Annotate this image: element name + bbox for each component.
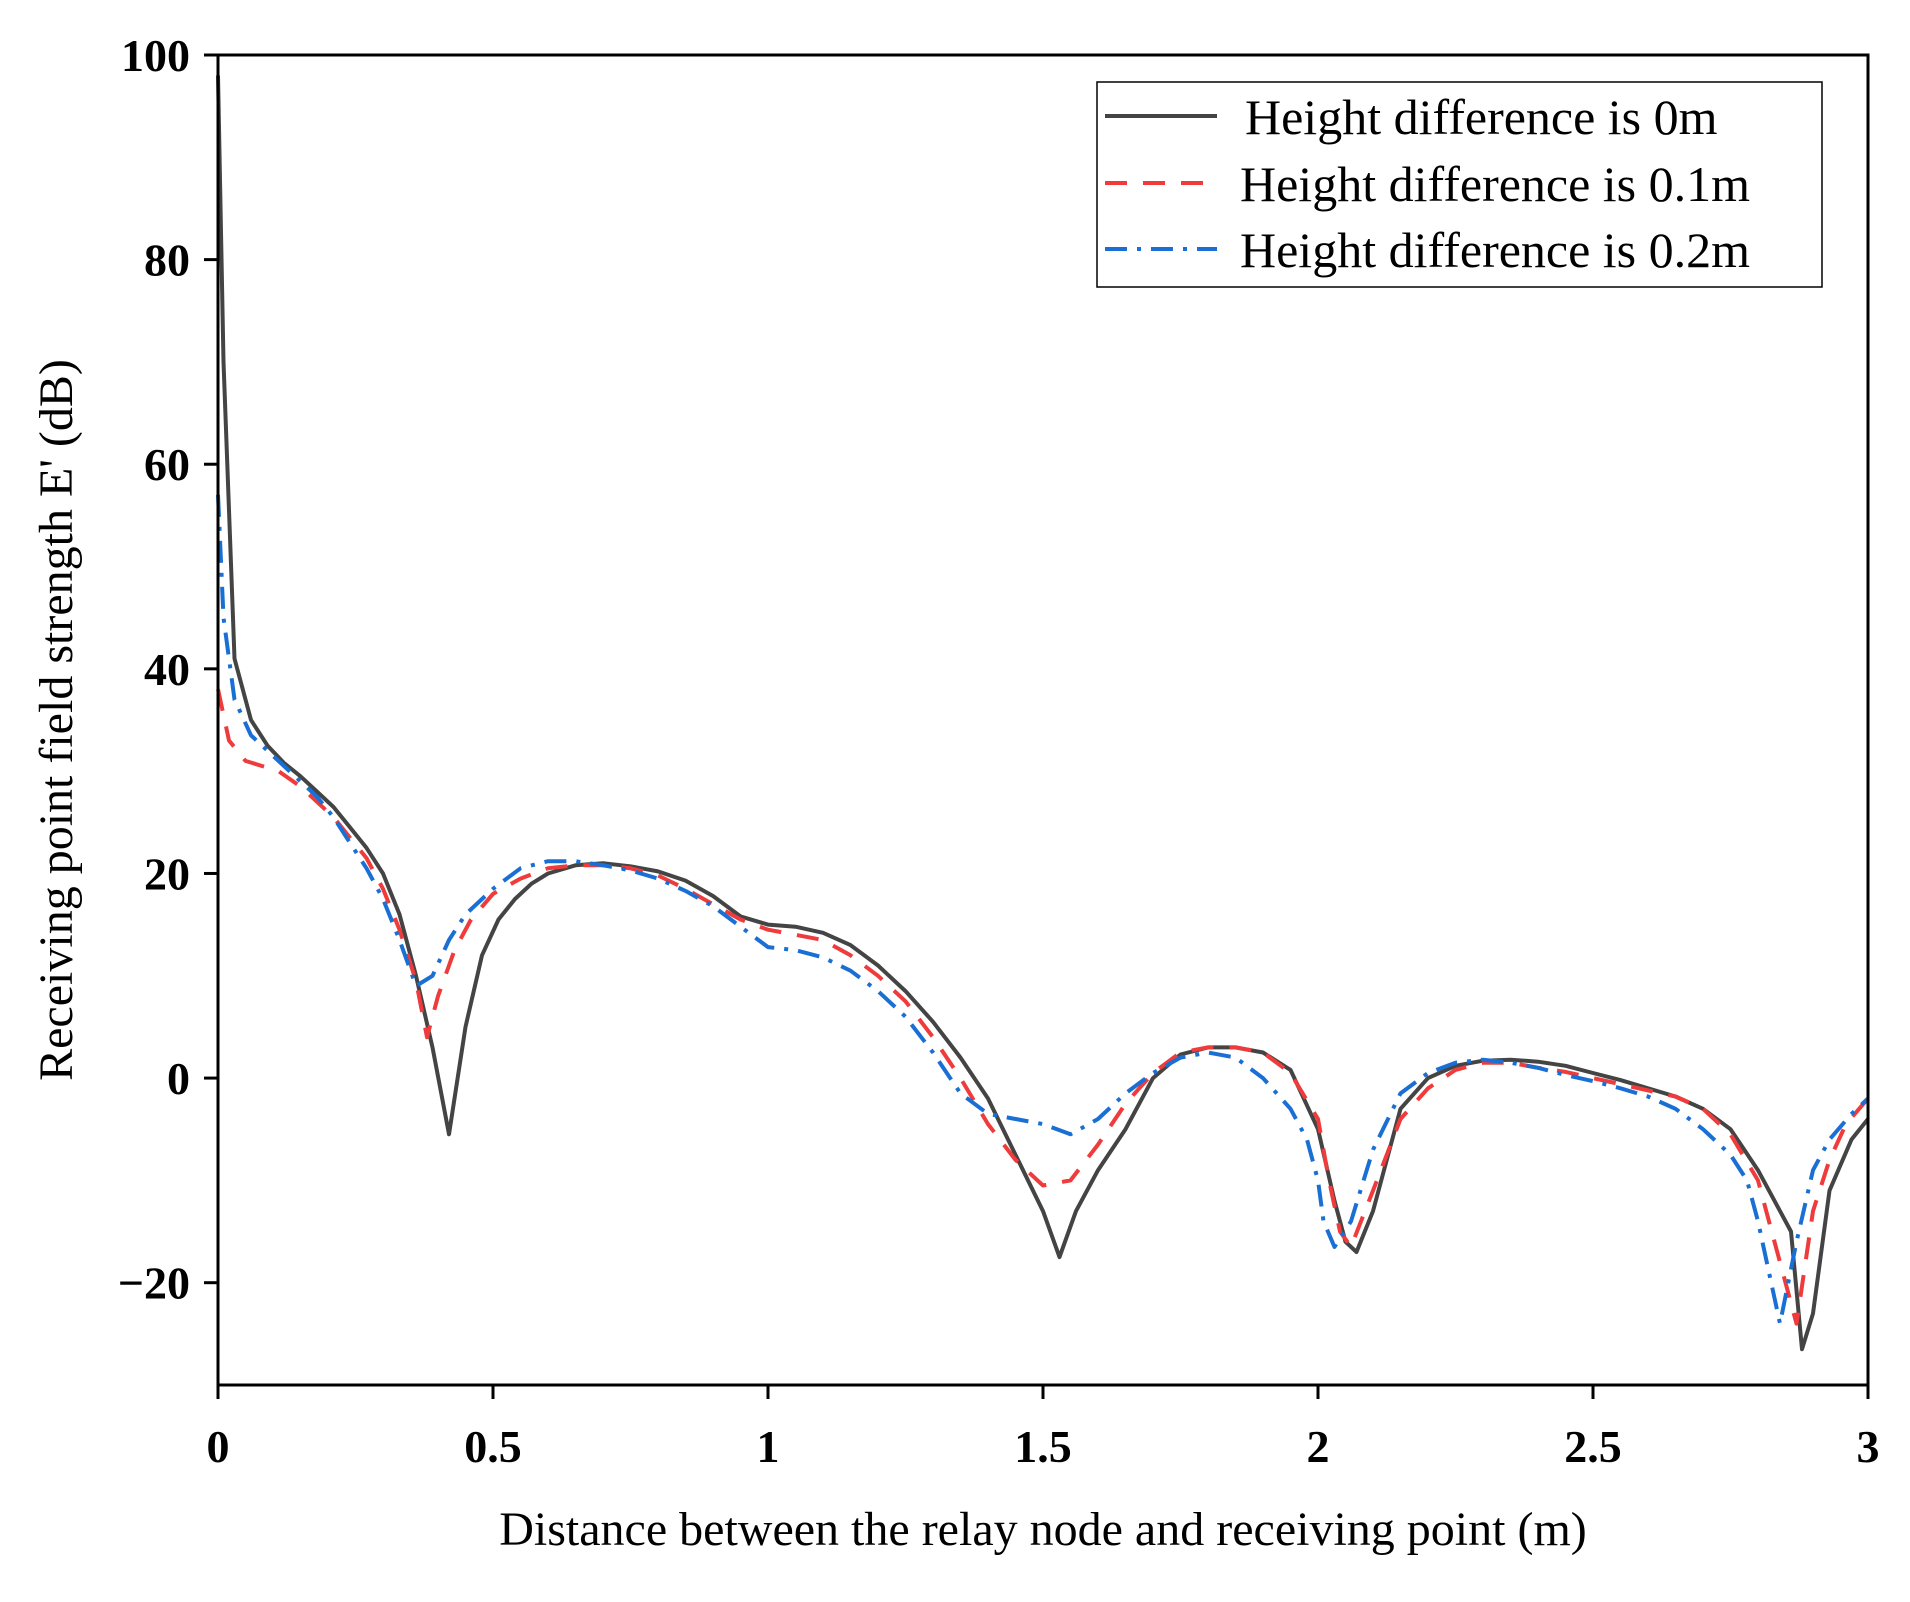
x-tick-label: 1.5	[1014, 1421, 1072, 1472]
y-tick-label: 20	[144, 848, 190, 899]
legend-label-2: Height difference is 0.2m	[1240, 222, 1750, 278]
tick-layer: 0 0.5 1 1.5 2 2.5 3 −20 0 20 40 60 80 100	[118, 30, 1880, 1472]
y-tick-label: 60	[144, 439, 190, 490]
x-tick-label: 0.5	[464, 1421, 522, 1472]
y-tick-label: 0	[167, 1053, 190, 1104]
y-tick-label: 40	[144, 644, 190, 695]
series-line-0	[216, 75, 1870, 1352]
legend-box	[1096, 81, 1823, 288]
y-tick-label: −20	[118, 1258, 190, 1309]
x-tick-label: 0	[207, 1421, 230, 1472]
series-layer	[216, 75, 1870, 1352]
x-tick-label: 2.5	[1564, 1421, 1622, 1472]
y-axis-title: Receiving point field strength E' (dB)	[30, 359, 83, 1081]
x-axis-title: Distance between the relay node and rece…	[499, 1503, 1587, 1556]
legend-label-1: Height difference is 0.1m	[1240, 156, 1750, 212]
x-tick-label: 1	[757, 1421, 780, 1472]
legend-label-0: Height difference is 0m	[1245, 89, 1718, 145]
y-tick-label: 80	[144, 235, 190, 286]
series-line-2	[216, 494, 1870, 1326]
x-tick-label: 3	[1857, 1421, 1880, 1472]
series-line-1	[216, 688, 1870, 1326]
legend: Height difference is 0m Height differenc…	[1096, 81, 1823, 288]
x-tick-label: 2	[1307, 1421, 1330, 1472]
y-tick-label: 100	[121, 30, 190, 81]
